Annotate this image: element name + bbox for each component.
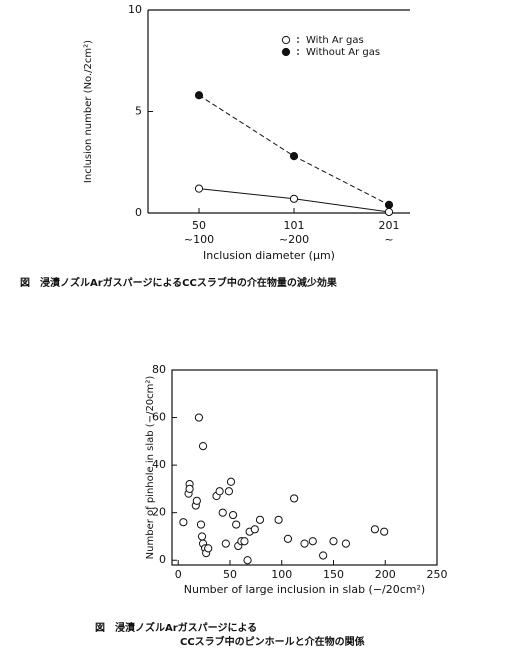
data-point — [194, 413, 204, 422]
legend-colon — [297, 37, 299, 39]
data-point — [192, 496, 201, 505]
legend-label: Without Ar gas — [306, 47, 380, 58]
legend-label: With Ar gas — [306, 35, 364, 46]
y-axis-title: Number of pinhole in slab (−/20cm²) — [145, 376, 156, 560]
x-tick-label: ~100 — [184, 233, 214, 246]
data-point — [319, 551, 328, 560]
legend-colon — [297, 41, 299, 43]
data-point — [185, 484, 194, 494]
x-tick-label: 201 — [379, 219, 400, 232]
data-point — [240, 537, 249, 546]
data-point — [197, 532, 207, 541]
data-point — [289, 152, 299, 161]
y-tick-label: 5 — [135, 105, 142, 118]
data-point — [224, 487, 234, 496]
data-point — [243, 556, 252, 565]
data-point — [250, 525, 259, 534]
y-tick-label: 80 — [152, 363, 166, 376]
data-point — [198, 441, 208, 451]
x-tick-label: 0 — [175, 568, 182, 581]
x-tick-label: 101 — [284, 219, 305, 232]
x-tick-label: 200 — [375, 568, 396, 581]
x-axis-title: Number of large inclusion in slab (−/20c… — [184, 583, 425, 596]
y-tick-label: 60 — [152, 411, 166, 424]
data-point — [370, 525, 379, 534]
x-tick-label: 150 — [323, 568, 344, 581]
data-point — [255, 515, 265, 524]
caption: 図 浸漬ノズルArガスパージによる — [95, 621, 257, 634]
data-point — [274, 515, 283, 524]
x-tick-label: 50 — [223, 568, 237, 581]
x-axis-title: Inclusion diameter (μm) — [203, 249, 335, 262]
series-line — [198, 94, 390, 206]
data-point — [232, 520, 241, 529]
legend-colon — [297, 49, 299, 51]
data-point — [226, 477, 236, 486]
data-point — [289, 194, 299, 203]
y-tick-label: 0 — [159, 553, 166, 566]
data-point — [290, 494, 299, 503]
data-point — [308, 537, 317, 546]
x-tick-label: ~ — [384, 233, 393, 246]
x-tick-label: 250 — [427, 568, 448, 581]
x-tick-label: 100 — [271, 568, 292, 581]
data-point — [194, 184, 204, 193]
data-point — [329, 537, 338, 546]
x-tick-label: 50 — [192, 219, 206, 232]
data-point — [215, 487, 224, 496]
x-tick-label: ~200 — [279, 233, 309, 246]
y-axis-title: Inclusion number (No./2cm²) — [83, 40, 94, 183]
data-point — [194, 91, 204, 100]
data-point — [384, 200, 394, 209]
legend-marker — [281, 35, 291, 45]
data-point — [384, 207, 394, 217]
data-point — [380, 527, 389, 536]
data-point — [196, 520, 206, 529]
caption: CCスラブ中のピンホールと介在物の関係 — [180, 635, 365, 648]
data-point — [179, 518, 188, 527]
data-point — [283, 534, 293, 543]
data-point — [204, 544, 213, 553]
caption: 図 浸漬ノズルArガスパージによるCCスラブ中の介在物量の減少効果 — [20, 276, 338, 289]
y-tick-label: 0 — [135, 206, 142, 219]
data-point — [300, 539, 309, 548]
legend-marker — [281, 47, 291, 57]
y-tick-label: 10 — [128, 3, 142, 16]
data-point — [218, 508, 227, 517]
data-point — [341, 539, 351, 548]
data-point — [228, 510, 238, 520]
data-point — [221, 539, 230, 548]
plot-frame — [171, 369, 438, 566]
legend-colon — [297, 53, 299, 55]
y-tick-label: 40 — [152, 458, 166, 471]
y-tick-label: 20 — [152, 506, 166, 519]
